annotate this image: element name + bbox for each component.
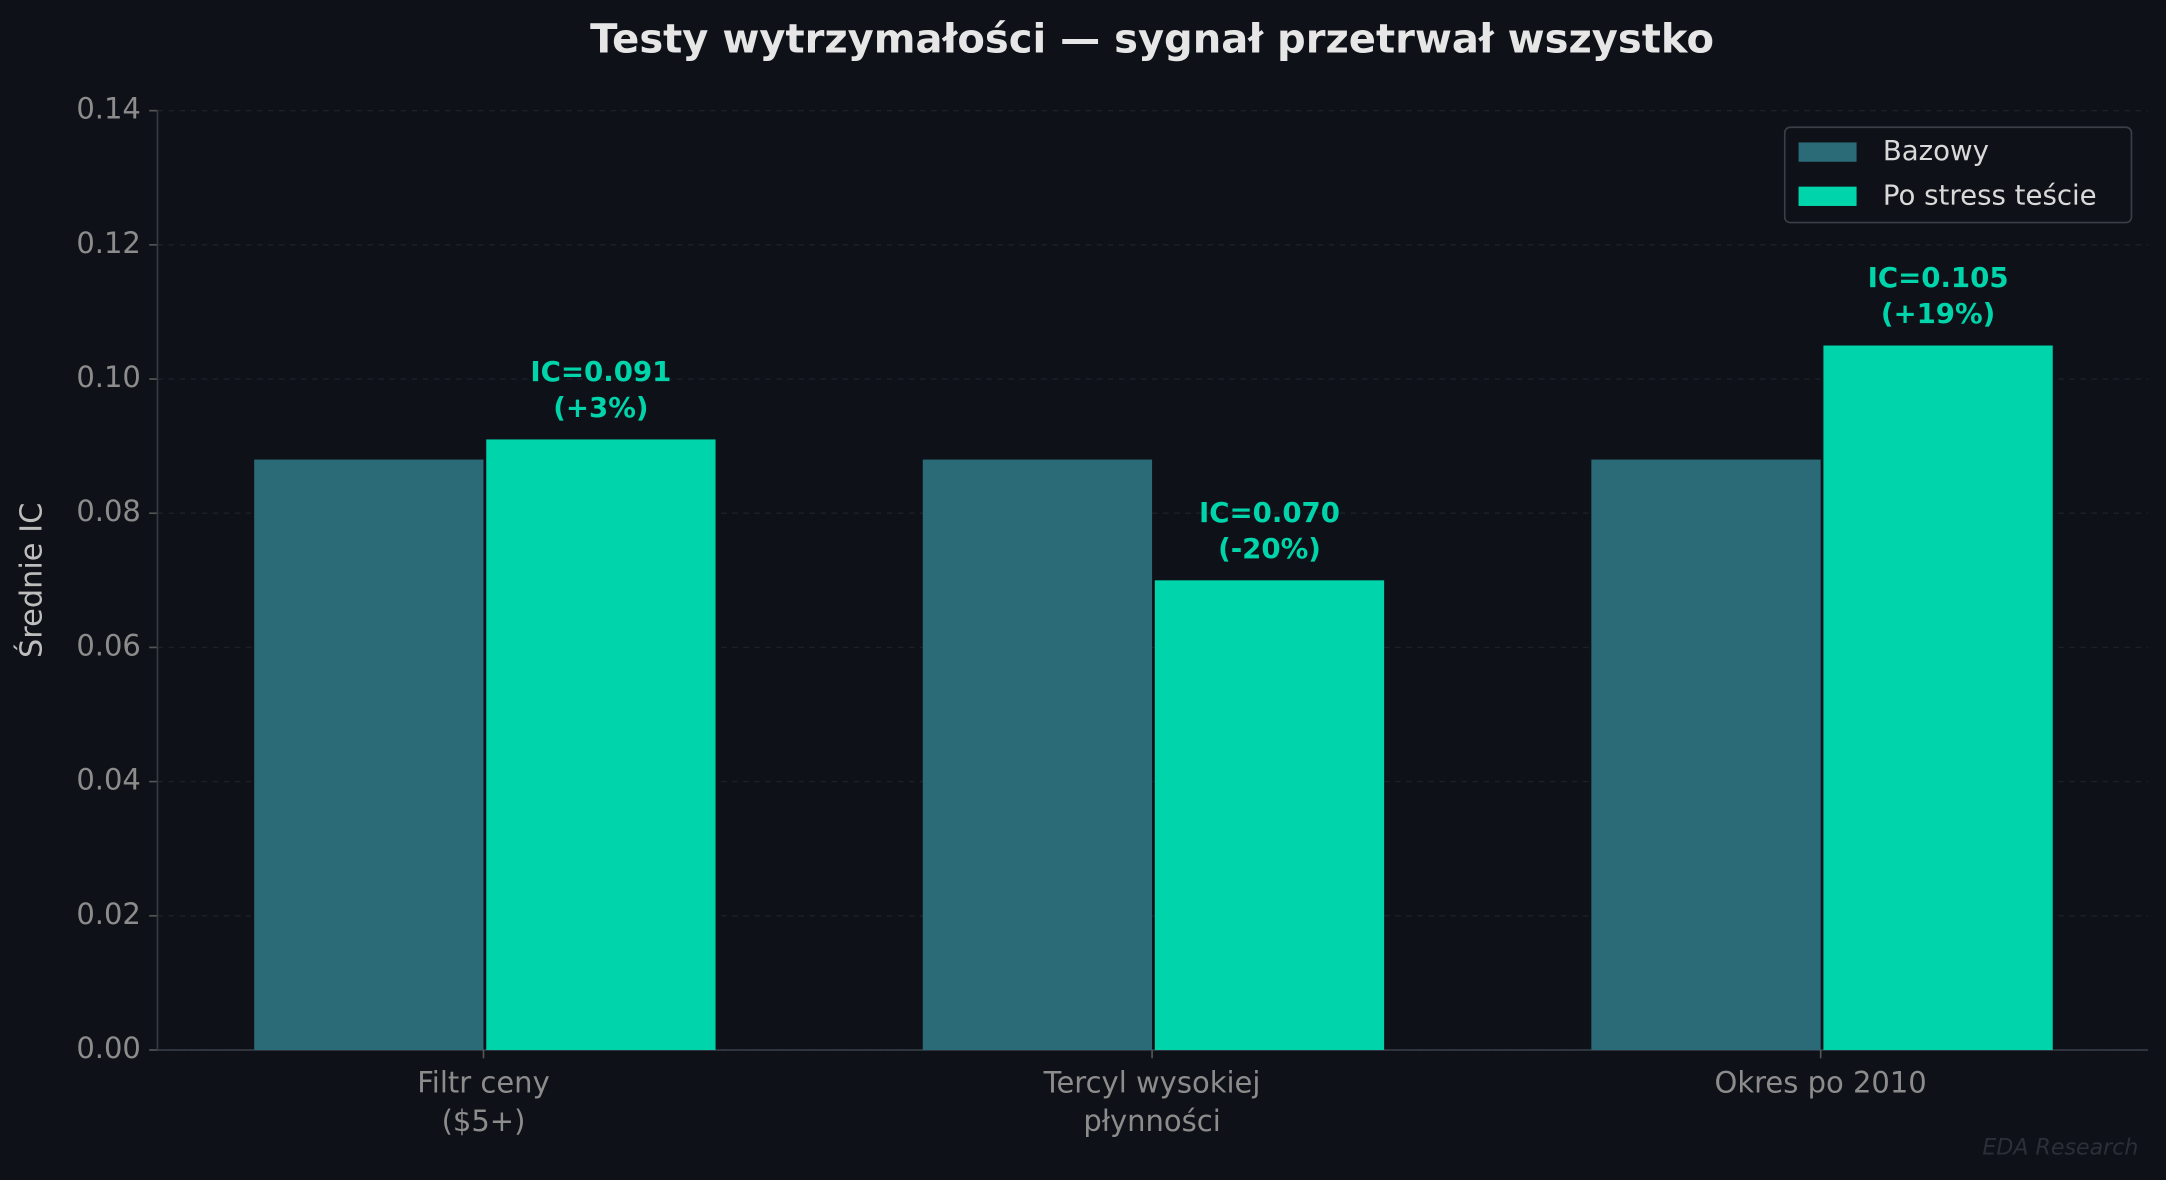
y-tick-label: 0.14 — [76, 92, 141, 126]
y-tick-label: 0.08 — [76, 494, 141, 528]
value-label: (+19%) — [1881, 297, 1995, 330]
value-label: IC=0.070 — [1199, 496, 1340, 529]
x-tick-label: Okres po 2010 — [1715, 1066, 1927, 1100]
x-tick-label: Filtr ceny — [417, 1066, 550, 1100]
y-tick-label: 0.12 — [76, 226, 141, 260]
value-label: (+3%) — [553, 391, 648, 424]
y-tick-label: 0.06 — [76, 628, 141, 662]
chart-title: Testy wytrzymałości — sygnał przetrwał w… — [590, 17, 1714, 63]
bar — [1823, 345, 2053, 1050]
y-axis-label: Średnie IC — [13, 503, 50, 658]
value-label: IC=0.105 — [1868, 261, 2009, 294]
y-tick-label: 0.02 — [76, 897, 141, 931]
legend-label: Bazowy — [1883, 134, 1989, 167]
bar — [1591, 459, 1821, 1050]
bar — [486, 439, 716, 1050]
y-tick-label: 0.04 — [76, 763, 141, 797]
x-tick-label: ($5+) — [442, 1104, 526, 1138]
legend-swatch — [1798, 142, 1857, 162]
x-tick-label: płynności — [1083, 1104, 1220, 1138]
y-tick-label: 0.00 — [76, 1031, 141, 1065]
bar — [1154, 580, 1385, 1050]
value-label: IC=0.091 — [530, 355, 671, 388]
bar — [254, 459, 484, 1050]
watermark: EDA Research — [1982, 1135, 2138, 1161]
y-tick-label: 0.10 — [76, 360, 141, 394]
legend-swatch — [1798, 186, 1857, 206]
legend-box — [1783, 126, 2133, 224]
bar — [922, 459, 1153, 1050]
value-label: (-20%) — [1218, 532, 1321, 565]
x-tick-label: Tercyl wysokiej — [1043, 1066, 1261, 1100]
legend-label: Po stress teście — [1883, 178, 2097, 211]
